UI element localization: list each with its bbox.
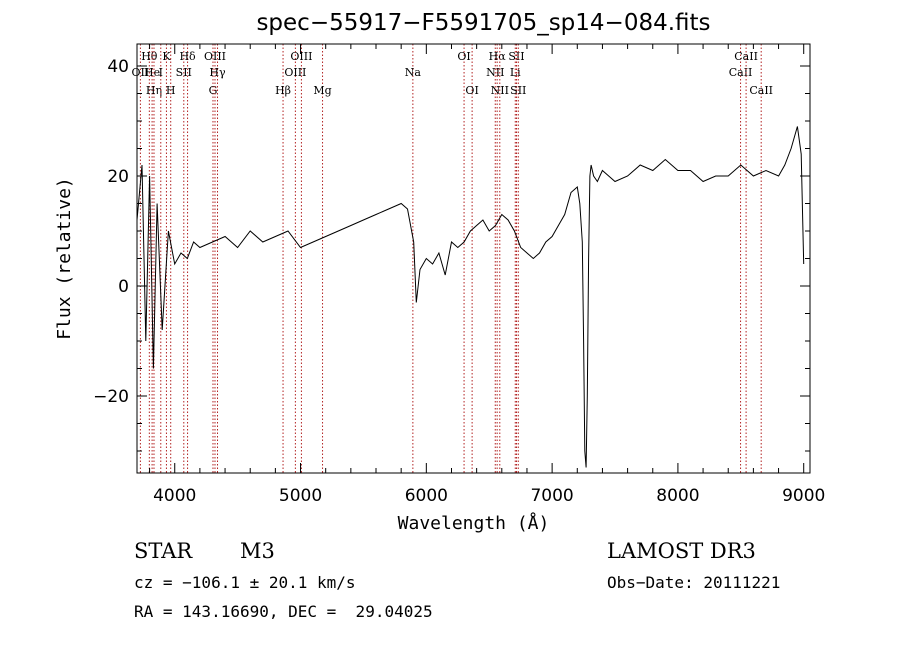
y-axis-label: Flux (relative) [54,177,75,340]
line-id-label: CaII [749,84,773,97]
line-id-label: Hβ [275,84,291,97]
line-id-label: I [159,66,163,79]
spectrum-line [136,126,805,468]
line-id-label: Hα [489,50,507,63]
line-id-label: CaII [734,50,758,63]
line-id-label: SII [508,50,524,63]
x-tick-label: 9000 [782,486,825,506]
line-id-label: NII [486,66,504,79]
x-tick-label: 8000 [656,486,699,506]
line-id-label: OIII [290,50,312,63]
survey-label: LAMOST DR3 [607,539,756,563]
line-id-label: Li [510,66,521,79]
line-id-label: SII [176,66,192,79]
plot-frame [136,43,811,474]
line-id-label: OII [132,66,150,79]
line-id-label: NII [491,84,509,97]
y-tick-label: 40 [107,57,129,77]
y-tick-label: −20 [93,387,129,407]
line-id-label: Hγ [209,66,226,79]
line-id-label: OIII [284,66,306,79]
line-id-label: OIII [204,50,226,63]
line-id-label: H [166,84,176,97]
y-tick-label: 20 [107,167,129,187]
x-axis-label: Wavelength (Å) [398,512,550,534]
obs-date: Obs−Date: 20111221 [607,573,781,592]
line-id-label: OI [465,84,478,97]
cz-value: cz = −106.1 ± 20.1 km/s [134,573,356,592]
object-class: STAR [134,539,193,563]
line-id-label: K [162,50,171,63]
coordinates: RA = 143.16690, DEC = 29.04025 [134,602,433,621]
line-id-label: He [144,66,160,79]
y-tick-label: 0 [118,277,129,297]
x-tick-label: 4000 [153,486,196,506]
x-tick-label: 6000 [405,486,448,506]
x-tick-label: 5000 [279,486,322,506]
line-id-label: Na [405,66,422,79]
line-id-label: OI [457,50,470,63]
chart-title: spec−55917−F5591705_sp14−084.fits [256,10,710,36]
line-id-label: SII [510,84,526,97]
x-tick-label: 7000 [530,486,573,506]
line-id-label: Mg [313,84,331,97]
line-id-label: G [209,84,218,97]
object-subclass: M3 [240,539,275,563]
line-id-label: Hη [146,84,162,97]
line-id-label: Hθ [141,50,158,63]
line-id-label: CaII [729,66,753,79]
line-id-label: Hδ [179,50,196,63]
